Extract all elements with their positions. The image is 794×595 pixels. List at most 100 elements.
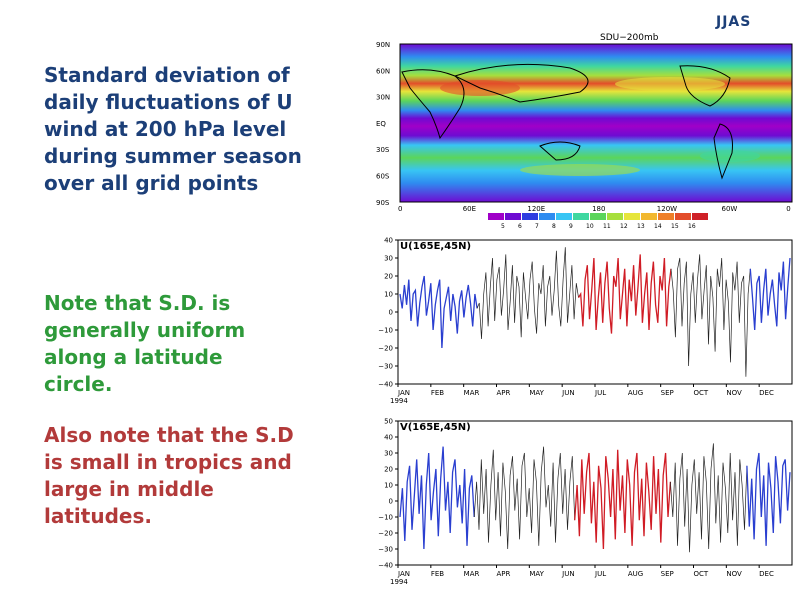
x-tick-label: NOV — [726, 389, 742, 397]
season-label: JJAS — [716, 14, 752, 30]
y-tick-label: 40 — [384, 434, 393, 442]
v-wind-timeseries: V(165E,45N) 50 40 30 20 10 0 −10 −20 −30 −40 JAN FEB… — [378, 418, 793, 586]
x-tick-label: FEB — [431, 389, 444, 397]
lon-tick-label: 60E — [463, 205, 476, 213]
x-tick-label: OCT — [694, 389, 709, 397]
x-tick-label: MAY — [529, 389, 544, 397]
continent-outlines — [401, 63, 733, 180]
x-tick-label: OCT — [694, 570, 709, 578]
note-tropics-text: Also note that the S.D is small in tropi… — [44, 423, 294, 528]
series-line-jun-aug — [574, 449, 672, 550]
lat-tick-label: 90S — [376, 199, 390, 207]
series-line-feb-may — [476, 247, 579, 340]
x-tick-label: APR — [497, 389, 511, 397]
lon-tick-label: 0 — [786, 205, 790, 213]
y-tick-label: 0 — [389, 498, 393, 506]
series-line-jun-aug — [577, 254, 672, 334]
colorbar-label: 14 — [654, 223, 662, 230]
y-tick-label: 0 — [389, 309, 393, 317]
lat-tick-label: 60S — [376, 173, 390, 181]
x-tick-label: NOV — [726, 570, 742, 578]
u-wind-timeseries: U(165E,45N) 40 30 20 10 0 −10 −20 −30 −40 JAN FEB MA… — [378, 237, 793, 405]
y-tick-label: −20 — [378, 345, 393, 353]
latitude-labels: 90N 60N 30N EQ 30S 60S 90S — [376, 41, 390, 207]
colorbar-swatch — [641, 213, 657, 220]
colorbar-swatch — [624, 213, 640, 220]
y-tick-label: −30 — [378, 363, 393, 371]
y-tick-label: −10 — [378, 327, 393, 335]
x-tick-label: JUN — [561, 570, 574, 578]
lon-tick-label: 120W — [657, 205, 677, 213]
colorbar-label: 8 — [552, 223, 556, 230]
x-tick-label: MAR — [464, 389, 480, 397]
y-tick-label: 50 — [384, 418, 393, 426]
colorbar-label: 5 — [501, 223, 505, 230]
colorbar-swatch — [488, 213, 504, 220]
series-title: V(165E,45N) — [400, 422, 471, 433]
colorbar-label: 12 — [620, 223, 628, 230]
year-label: 1994 — [390, 397, 408, 405]
y-tick-label: 10 — [384, 482, 393, 490]
x-tick-label: JAN — [397, 389, 410, 397]
series-title: U(165E,45N) — [400, 241, 471, 252]
colorbar-label: 6 — [518, 223, 522, 230]
x-tick-label: AUG — [628, 570, 643, 578]
note-uniform-text: Note that S.D. is generally uniform alon… — [44, 291, 246, 396]
y-tick-label: 30 — [384, 255, 393, 263]
colorbar-swatch — [590, 213, 606, 220]
x-tick-label: MAY — [529, 570, 544, 578]
x-tick-label: JUL — [594, 389, 606, 397]
lat-tick-label: 60N — [376, 67, 390, 75]
series-line-jan-feb — [399, 275, 478, 349]
x-tick-label: SEP — [661, 389, 674, 397]
colorbar-label: 10 — [586, 223, 594, 230]
colorbar-swatch — [675, 213, 691, 220]
x-tick-label: AUG — [628, 389, 643, 397]
colorbar-label: 9 — [569, 223, 573, 230]
map-field — [399, 43, 793, 203]
y-tick-label: 10 — [384, 291, 393, 299]
x-tick-label: DEC — [759, 389, 774, 397]
x-tick-label: JUN — [561, 389, 574, 397]
sd-map-figure: SDU−200mb — [376, 33, 793, 230]
colorbar-label: 11 — [603, 223, 611, 230]
y-tick-label: 20 — [384, 273, 393, 281]
x-tick-label: FEB — [431, 570, 444, 578]
y-tick-label: −10 — [378, 514, 393, 522]
description-text: Standard deviation of daily fluctuations… — [44, 63, 302, 195]
map-patches — [440, 77, 760, 176]
lat-tick-label: 90N — [376, 41, 390, 49]
series-line-feb-may — [473, 446, 576, 550]
colorbar-label: 15 — [671, 223, 679, 230]
colorbar-swatch — [658, 213, 674, 220]
x-tick-label: MAR — [464, 570, 480, 578]
colorbar: 5 6 7 8 9 10 11 12 13 14 15 16 — [488, 213, 708, 230]
colorbar-swatch — [522, 213, 538, 220]
y-tick-label: 30 — [384, 450, 393, 458]
series-line-nov-dec — [746, 452, 791, 546]
lon-tick-label: 0 — [398, 205, 402, 213]
colorbar-swatch — [556, 213, 572, 220]
colorbar-swatch — [505, 213, 521, 220]
colorbar-swatch — [692, 213, 708, 220]
lon-tick-label: 180 — [592, 205, 605, 213]
x-tick-label: APR — [497, 570, 511, 578]
colorbar-label: 7 — [535, 223, 539, 230]
series-line-sep-nov — [670, 254, 751, 377]
colorbar-swatch — [539, 213, 555, 220]
y-tick-label: −20 — [378, 530, 393, 538]
y-tick-label: −30 — [378, 546, 393, 554]
longitude-labels: 0 60E 120E 180 120W 60W 0 — [398, 205, 791, 213]
series-line-nov-dec — [749, 257, 791, 331]
y-tick-label: −40 — [378, 562, 393, 570]
y-tick-label: 20 — [384, 466, 393, 474]
x-tick-label: JUL — [594, 570, 606, 578]
lat-tick-label: EQ — [376, 120, 386, 128]
series-line-jan-feb — [399, 446, 475, 550]
colorbar-label: 13 — [637, 223, 645, 230]
y-tick-label: 40 — [384, 237, 393, 245]
y-tick-label: −40 — [378, 381, 393, 389]
lon-tick-label: 60W — [722, 205, 738, 213]
lon-tick-label: 120E — [527, 205, 545, 213]
map-title: SDU−200mb — [600, 33, 659, 43]
